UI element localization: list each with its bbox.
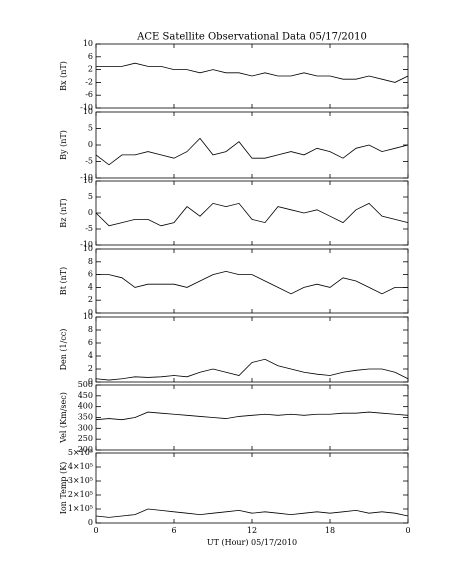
y-tick-label: -5 [85, 224, 93, 233]
y-tick-label: 6 [88, 270, 93, 279]
y-tick-label: 200 [78, 445, 93, 454]
y-tick-label: 0 [88, 208, 93, 217]
y-tick-label: -10 [80, 103, 93, 112]
y-tick-label: 4 [88, 282, 93, 291]
y-axis-label: Bz (nT) [59, 198, 68, 227]
y-tick-label: 400 [78, 402, 93, 411]
y-tick-label: 2×10⁵ [68, 490, 93, 499]
y-tick-label: 450 [78, 391, 93, 400]
data-line [96, 270, 408, 295]
y-tick-label: 5×10⁵ [68, 448, 93, 457]
y-tick-label: 1×10⁵ [68, 504, 93, 513]
x-axis-label: UT (Hour) 05/17/2010 [207, 538, 297, 547]
y-tick-label: 4×10⁵ [68, 462, 93, 471]
y-tick-label: 3×10⁵ [68, 476, 93, 485]
y-tick-label: 6 [88, 338, 93, 347]
x-tick-label: 6 [171, 526, 176, 535]
data-line [95, 202, 409, 227]
data-line [95, 137, 409, 166]
y-tick-label: 10 [83, 244, 93, 253]
y-tick-label: 0 [88, 518, 93, 527]
y-tick-label: 4 [88, 351, 93, 360]
y-tick-label: 0 [88, 308, 93, 317]
y-tick-label: 5 [88, 124, 93, 133]
y-tick-label: 2 [88, 295, 93, 304]
chart-title: ACE Satellite Observational Data 05/17/2… [136, 32, 367, 43]
data-line [96, 62, 409, 83]
y-tick-label: 8 [88, 325, 93, 334]
y-tick-label: 10 [83, 176, 93, 185]
x-tick-label: 0 [405, 526, 410, 535]
y-tick-label: 500 [78, 380, 93, 389]
y-axis-label: Bt (nT) [59, 267, 68, 295]
x-tick-label: 18 [325, 526, 335, 535]
y-tick-label: 5 [88, 192, 93, 201]
y-axis-label: Bx (nT) [59, 61, 68, 91]
y-tick-label: 6 [88, 52, 93, 61]
data-line [95, 508, 409, 518]
y-tick-label: -10 [80, 240, 93, 249]
y-tick-label: 10 [83, 39, 93, 48]
y-tick-label: 0 [88, 140, 93, 149]
y-tick-label: 10 [83, 107, 93, 116]
y-tick-label: 250 [78, 434, 93, 443]
y-tick-label: 0 [88, 377, 93, 386]
y-tick-label: 2 [88, 364, 93, 373]
y-tick-label: 2 [88, 65, 93, 74]
y-tick-label: 10 [83, 312, 93, 321]
data-line [95, 411, 409, 421]
y-axis-label: Ion Temp (K) [59, 462, 68, 515]
y-tick-label: 8 [88, 257, 93, 266]
y-tick-label: -6 [85, 90, 93, 99]
y-tick-label: 350 [78, 413, 93, 422]
y-tick-label: -5 [85, 157, 93, 166]
y-tick-label: -10 [80, 173, 93, 182]
y-tick-label: -2 [85, 77, 93, 86]
y-tick-label: 300 [78, 423, 93, 432]
y-axis-label: Vel (Km/sec) [59, 392, 68, 444]
y-axis-label: By (nT) [59, 130, 68, 160]
x-tick-label: 0 [93, 526, 98, 535]
data-line [95, 358, 409, 381]
y-axis-label: Den (1/cc) [59, 329, 68, 371]
x-tick-label: 12 [247, 526, 257, 535]
